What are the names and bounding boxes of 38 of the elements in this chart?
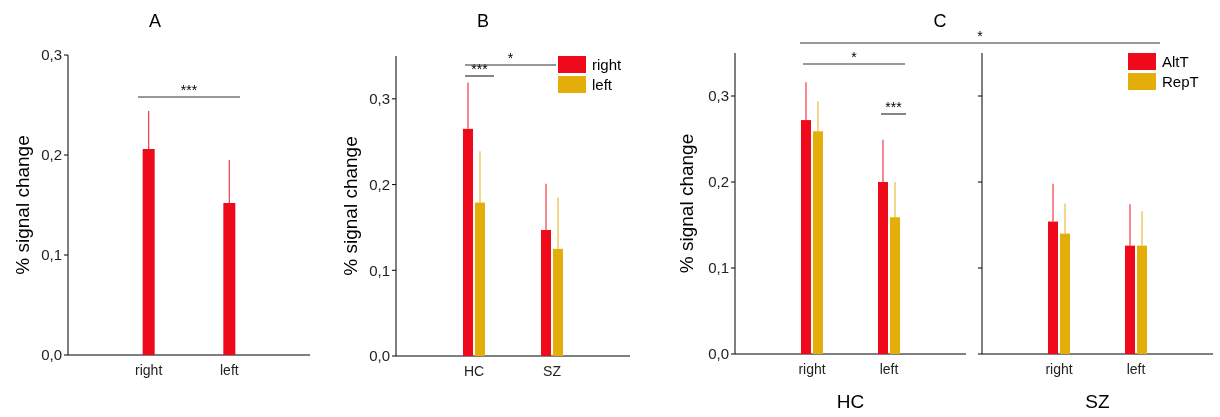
annotation: *** (180, 82, 198, 98)
chart-title: A (148, 11, 162, 31)
x-tick-label: right (798, 361, 826, 377)
y-tick-label: 0,1 (41, 246, 62, 264)
x-axis-title: HC (836, 391, 865, 412)
y-tick-label: 0,1 (369, 261, 390, 279)
x-tick-label: SZ (543, 363, 562, 379)
y-axis-title: % signal change (675, 133, 697, 274)
y-tick-label: 0,3 (369, 90, 390, 108)
annotation: * (507, 50, 514, 66)
x-tick-label: left (1126, 361, 1146, 377)
y-tick-label: 0,0 (369, 347, 390, 365)
text: * (977, 28, 984, 44)
x-tick-label: left (879, 361, 899, 377)
legend-label: left (592, 76, 613, 94)
y-tick-label: 0,2 (708, 173, 729, 191)
annotation: * (851, 49, 858, 65)
y-tick-label: 0,3 (41, 46, 62, 64)
y-tick-label: 0,1 (708, 259, 729, 277)
chart-title: C (933, 11, 947, 31)
legend-label: AltT (1162, 53, 1189, 71)
chart-title: B (476, 11, 490, 31)
legend-label: RepT (1162, 73, 1199, 91)
x-tick-label: left (219, 362, 239, 378)
y-axis-title: % signal change (339, 136, 361, 276)
annotation: *** (885, 99, 903, 115)
x-tick-label: HC (463, 363, 485, 379)
y-tick-label: 0,2 (369, 175, 390, 193)
x-tick-label: right (135, 362, 163, 378)
x-tick-label: right (1045, 361, 1073, 377)
legend-label: right (592, 56, 623, 74)
x-axis-title: SZ (1085, 391, 1111, 412)
y-tick-label: 0,0 (41, 346, 62, 364)
y-tick-label: 0,3 (708, 87, 729, 105)
y-axis-title: % signal change (11, 135, 33, 275)
y-tick-label: 0,2 (41, 146, 62, 164)
y-tick-label: 0,0 (708, 345, 729, 363)
annotation: *** (471, 61, 489, 77)
